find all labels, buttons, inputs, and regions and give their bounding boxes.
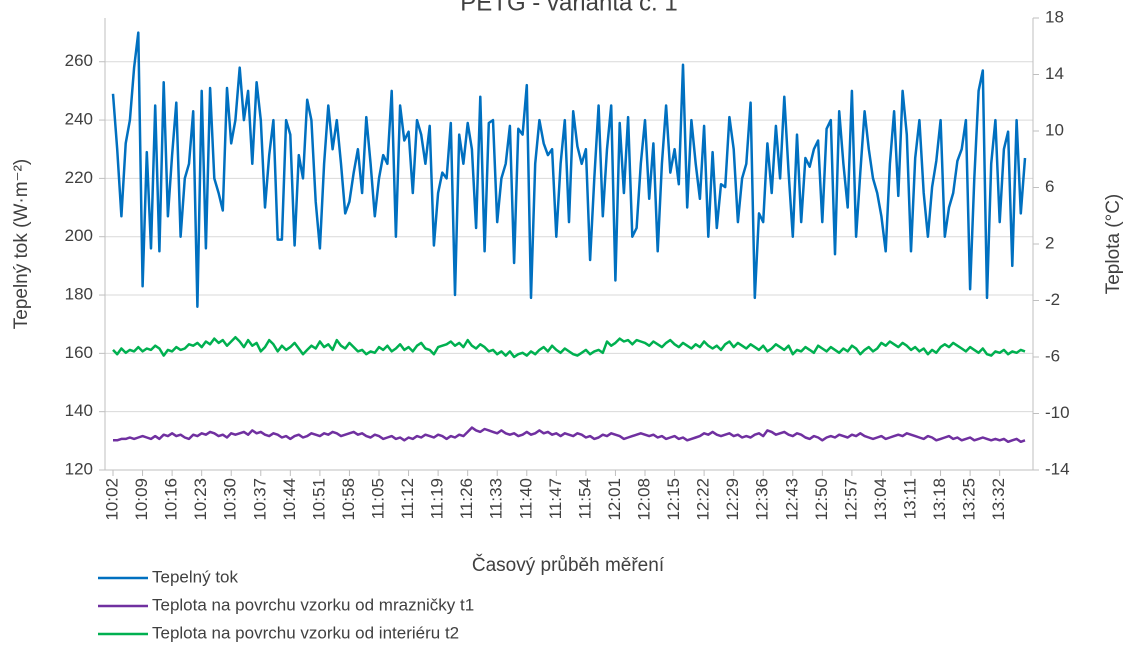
x-tick-label: 11:40 — [516, 478, 535, 519]
x-tick-label: 12:08 — [634, 478, 653, 521]
x-tick-label: 12:22 — [694, 478, 713, 521]
y2-axis-title: Teplota (°C) — [1103, 194, 1124, 295]
x-tick-label: 11:05 — [368, 478, 387, 519]
x-tick-label: 11:19 — [428, 478, 447, 519]
y-tick-label: 140 — [65, 401, 93, 420]
x-tick-label: 13:04 — [871, 478, 890, 521]
y2-tick-label: 6 — [1045, 177, 1054, 196]
y-axis-title: Tepelný tok (W·m⁻²) — [11, 159, 32, 330]
y-tick-label: 120 — [65, 459, 93, 478]
y2-tick-label: 10 — [1045, 120, 1064, 139]
series-line — [113, 426, 1026, 444]
x-tick-label: 10:02 — [102, 478, 121, 521]
y2-tick-label: 14 — [1045, 64, 1064, 83]
y-tick-label: 240 — [65, 110, 93, 129]
x-tick-label: 10:23 — [191, 478, 210, 521]
y2-tick-label: 2 — [1045, 233, 1054, 252]
x-axis-title: Časový průběh měření — [472, 554, 665, 576]
x-tick-label: 10:37 — [250, 478, 269, 521]
x-tick-label: 13:18 — [930, 478, 949, 521]
chart-title: PETG - varianta č. 1 — [460, 0, 677, 16]
series-line — [112, 335, 1026, 359]
x-tick-label: 12:57 — [841, 478, 860, 521]
legend-label: Teplota na povrchu vzorku od interiéru t… — [152, 623, 459, 642]
x-tick-label: 11:12 — [398, 478, 417, 519]
x-tick-label: 11:26 — [457, 478, 476, 519]
y2-tick-label: -14 — [1045, 459, 1070, 478]
y2-tick-label: -6 — [1045, 346, 1060, 365]
x-tick-label: 12:01 — [605, 478, 624, 521]
legend-label: Tepelný tok — [152, 567, 238, 586]
series-line — [111, 31, 1027, 308]
x-tick-label: 12:50 — [812, 478, 831, 521]
x-tick-label: 10:16 — [162, 478, 181, 521]
y-tick-label: 160 — [65, 343, 93, 362]
x-tick-label: 10:51 — [309, 478, 328, 521]
x-tick-label: 10:44 — [280, 478, 299, 521]
x-tick-label: 12:36 — [753, 478, 772, 521]
legend-label: Teplota na povrchu vzorku od mrazničky t… — [152, 595, 474, 614]
y-tick-label: 180 — [65, 285, 93, 304]
x-tick-label: 10:58 — [339, 478, 358, 521]
x-tick-label: 13:32 — [989, 478, 1008, 521]
y-tick-label: 220 — [65, 168, 93, 187]
x-tick-label: 11:33 — [487, 478, 506, 519]
y-tick-label: 260 — [65, 51, 93, 70]
x-tick-label: 12:29 — [723, 478, 742, 521]
x-tick-label: 13:25 — [960, 478, 979, 521]
y-tick-label: 200 — [65, 226, 93, 245]
x-tick-label: 12:43 — [782, 478, 801, 521]
y2-tick-label: 18 — [1045, 7, 1064, 26]
y2-tick-label: -2 — [1045, 290, 1060, 309]
x-tick-label: 10:30 — [221, 478, 240, 521]
x-tick-label: 11:54 — [575, 478, 594, 519]
y2-tick-label: -10 — [1045, 403, 1070, 422]
x-tick-label: 11:47 — [546, 478, 565, 519]
x-tick-label: 13:11 — [900, 478, 919, 519]
x-tick-label: 10:09 — [132, 478, 151, 521]
x-tick-label: 12:15 — [664, 478, 683, 521]
